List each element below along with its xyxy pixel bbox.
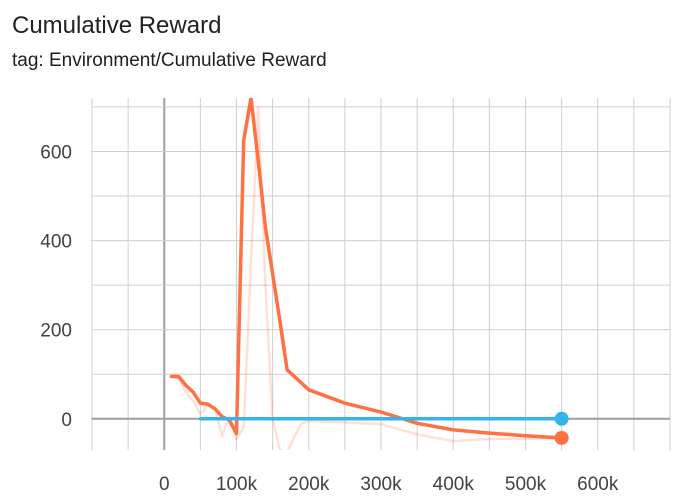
tick-labels: 0 100k 200k 300k 400k 500k 600k 0 200 400 600	[40, 142, 619, 495]
y-tick-label: 600	[40, 142, 72, 163]
series-end-point[interactable]	[554, 411, 569, 426]
x-tick-label: 100k	[216, 474, 258, 495]
y-tick-label: 200	[40, 321, 72, 342]
series-line-raw	[170, 105, 563, 450]
x-tick-label: 200k	[288, 474, 330, 495]
x-tick-label: 400k	[433, 474, 475, 495]
y-tick-label: 400	[40, 232, 72, 253]
series-line	[169, 98, 564, 440]
y-tick-label: 0	[61, 410, 72, 431]
chart-title: Cumulative Reward	[12, 12, 222, 39]
chart-tag-subtitle: tag: Environment/Cumulative Reward	[12, 50, 327, 71]
x-tick-label: 0	[159, 474, 170, 495]
series-end-point[interactable]	[554, 430, 569, 445]
series-group	[169, 98, 569, 450]
x-tick-label: 300k	[360, 474, 402, 495]
x-tick-label: 600k	[577, 474, 619, 495]
x-tick-label: 500k	[505, 474, 547, 495]
grid	[91, 98, 671, 450]
